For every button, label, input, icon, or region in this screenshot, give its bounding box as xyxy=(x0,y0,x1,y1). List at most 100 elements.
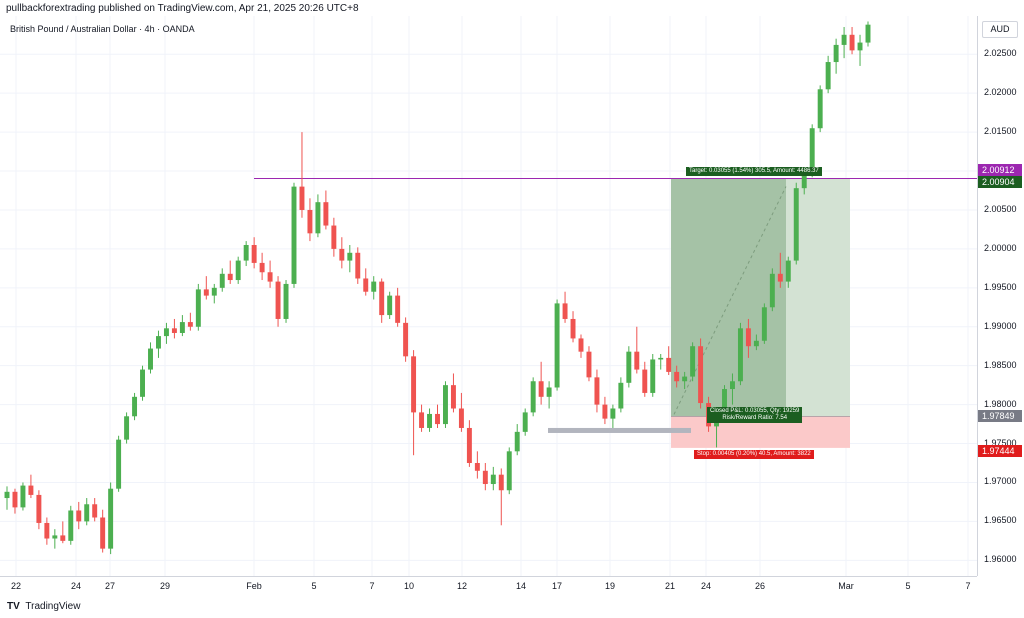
candle-body xyxy=(730,381,735,390)
candle-body xyxy=(347,252,353,261)
price-tag-stop: 1.97444 xyxy=(978,444,1022,457)
time-tick-label: 14 xyxy=(515,581,527,591)
candle-body xyxy=(387,295,393,316)
price-tick-label: 1.97000 xyxy=(984,476,1017,487)
candle-body xyxy=(642,369,648,393)
price-tick-label: 2.00500 xyxy=(984,203,1017,214)
candle-body xyxy=(331,225,337,249)
candle-body xyxy=(355,252,361,279)
candle-body xyxy=(530,381,536,413)
candle-body xyxy=(466,427,472,464)
candle-body xyxy=(179,322,185,333)
price-tag-upper: 2.00912 xyxy=(978,163,1022,176)
candle-body xyxy=(203,289,209,296)
time-tick-label: 21 xyxy=(664,581,676,591)
candle-body xyxy=(857,42,863,51)
closed-pnl-label: Closed P&L: 0.03055, Qty: 19259 Risk/Rew… xyxy=(707,407,803,424)
candle-body xyxy=(219,273,225,288)
candle-body xyxy=(506,451,512,491)
candle-body xyxy=(841,34,847,45)
candle-body xyxy=(227,273,233,281)
candle-body xyxy=(690,346,696,377)
time-tick-label: 17 xyxy=(551,581,563,591)
price-tick-label: 1.97500 xyxy=(984,437,1017,448)
candle-body xyxy=(171,328,177,333)
candle-body xyxy=(666,357,672,372)
candle-body xyxy=(514,431,520,452)
candle-body xyxy=(275,281,281,319)
candle-body xyxy=(769,273,775,308)
candle-body xyxy=(458,408,464,428)
candle-body xyxy=(578,338,584,352)
currency-selector[interactable]: AUD xyxy=(982,21,1018,38)
time-tick-label: 10 xyxy=(403,581,415,591)
candle-body xyxy=(60,535,66,541)
candle-body xyxy=(658,357,664,360)
candle-body xyxy=(427,413,432,428)
candle-body xyxy=(753,340,759,347)
candle-body xyxy=(490,474,496,485)
candle-body xyxy=(546,387,552,397)
candle-body xyxy=(363,278,369,292)
time-tick-label: 5 xyxy=(905,581,911,591)
candle-body xyxy=(4,491,10,499)
candle-body xyxy=(817,89,823,129)
candle-body xyxy=(722,389,727,417)
candle-body xyxy=(100,517,106,549)
time-tick-label: 19 xyxy=(604,581,616,591)
candle-body xyxy=(865,24,871,43)
candle-body xyxy=(156,336,161,349)
candle-body xyxy=(650,359,656,393)
candle-body xyxy=(538,381,544,397)
candle-body xyxy=(626,351,632,383)
candle-body xyxy=(674,371,680,382)
candle-body xyxy=(52,535,58,539)
time-tick-label: 24 xyxy=(70,581,82,591)
candle-body xyxy=(259,262,265,273)
candle-body xyxy=(737,328,743,382)
candle-body xyxy=(586,351,592,378)
candle-body xyxy=(132,396,138,417)
price-tag-resistance: 2.00904 xyxy=(978,175,1022,188)
price-tick-label: 1.99500 xyxy=(984,281,1017,292)
candle-body xyxy=(20,485,26,508)
candle-body xyxy=(12,491,18,508)
candle-body xyxy=(411,356,417,413)
candle-body xyxy=(785,260,791,282)
candle-body xyxy=(682,376,688,382)
time-tick-label: 29 xyxy=(159,581,171,591)
candle-body xyxy=(283,283,289,319)
candle-body xyxy=(522,412,528,432)
candle-body xyxy=(761,307,767,341)
candle-body xyxy=(195,289,201,327)
time-tick-label: 22 xyxy=(10,581,22,591)
stop-label: Stop: 0.00405 (0.20%) 40.5, Amount: 3822 xyxy=(694,449,814,459)
time-tick-label: Mar xyxy=(838,581,854,591)
price-chart[interactable]: British Pound / Australian Dollar · 4h ·… xyxy=(0,16,978,576)
candle-body xyxy=(825,62,831,90)
candle-body xyxy=(570,318,576,339)
risk-reward-line: Risk/Reward Ratio: 7.54 xyxy=(722,415,788,422)
candle-body xyxy=(618,382,624,409)
candle-body xyxy=(562,303,568,319)
price-tag-current: 1.97849 xyxy=(978,410,1022,423)
candle-body xyxy=(371,281,377,292)
candle-body xyxy=(602,404,608,419)
candle-body xyxy=(634,351,640,370)
time-tick-label: 7 xyxy=(369,581,375,591)
candle-body xyxy=(554,303,560,388)
candle-body xyxy=(698,346,704,404)
candle-body xyxy=(44,522,50,539)
time-axis[interactable]: 22 24 27 29 Feb 5 7 10 12 14 17 19 21 24 26 Mar 5 7 xyxy=(0,576,977,595)
target-zone-closed xyxy=(671,178,786,417)
candle-body xyxy=(84,504,90,522)
candle-body xyxy=(403,322,409,357)
price-tick-label: 1.96500 xyxy=(984,515,1017,526)
price-tick-label: 2.01500 xyxy=(984,126,1017,137)
candle-body xyxy=(315,202,321,234)
price-axis[interactable]: 2.025002.020002.015002.010002.005002.000… xyxy=(977,16,1024,576)
candle-body xyxy=(140,369,145,397)
candle-body xyxy=(148,348,153,370)
candle-body xyxy=(809,128,815,173)
candle-body xyxy=(36,494,42,523)
